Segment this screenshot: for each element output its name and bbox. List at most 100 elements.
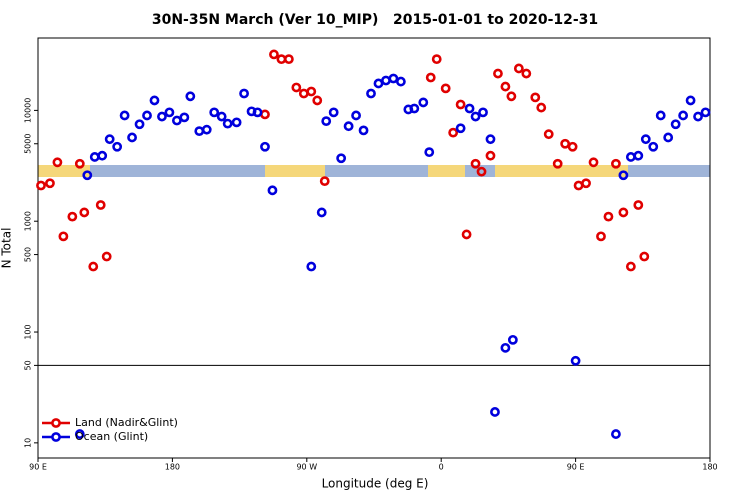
point [260, 141, 270, 152]
point [588, 157, 599, 168]
point [640, 134, 651, 145]
y-tick-label: 10 [24, 438, 33, 448]
y-tick-label: 100 [24, 324, 33, 339]
point [381, 75, 391, 86]
y-tick-label: 500 [24, 247, 33, 262]
point [506, 91, 517, 102]
point [306, 86, 317, 97]
point [306, 261, 317, 272]
point [101, 251, 112, 262]
point [127, 132, 137, 143]
x-axis-label: Longitude (deg E) [322, 477, 429, 491]
point [97, 150, 108, 161]
point [485, 134, 496, 145]
point [603, 211, 614, 222]
point [312, 95, 323, 106]
point [693, 111, 703, 122]
point [321, 116, 332, 127]
point [291, 82, 302, 93]
point [530, 92, 541, 103]
point [425, 72, 436, 83]
point [231, 117, 242, 128]
point [567, 141, 578, 152]
point [570, 355, 581, 366]
point [260, 109, 270, 120]
point [336, 153, 347, 164]
point [611, 429, 621, 439]
legend-marker [51, 432, 61, 442]
point [448, 127, 459, 138]
x-tick-label: 180 [165, 463, 180, 472]
point [267, 185, 278, 196]
point [633, 200, 644, 210]
point [171, 115, 182, 126]
point [500, 81, 511, 92]
y-tick-label: 1000 [24, 211, 33, 231]
point [95, 200, 106, 210]
point [633, 150, 644, 161]
point [493, 68, 503, 79]
point [82, 170, 93, 181]
point [194, 126, 205, 137]
point [179, 112, 190, 123]
point [74, 158, 85, 169]
point [455, 99, 466, 110]
point [157, 111, 167, 122]
point [521, 68, 532, 79]
x-tick-label: 0 [439, 463, 444, 472]
plot-frame [37, 37, 711, 459]
point [201, 124, 212, 135]
point [552, 158, 563, 169]
point [142, 110, 152, 121]
point [164, 107, 175, 118]
point [119, 110, 130, 121]
point [490, 407, 500, 417]
point [316, 207, 327, 218]
point [88, 261, 99, 272]
y-tick-label: 50 [24, 360, 33, 370]
point [663, 132, 674, 143]
point [513, 63, 524, 74]
legend-label: Land (Nadir&Glint) [75, 416, 178, 429]
point [543, 129, 554, 140]
point [476, 166, 487, 177]
point [185, 91, 196, 102]
point [409, 103, 420, 114]
point [67, 211, 78, 222]
point [319, 176, 330, 187]
chart-title: 30N-35N March (Ver 10_MIP) 2015-01-01 to… [152, 12, 598, 28]
point [500, 342, 511, 353]
point [461, 229, 472, 240]
point [655, 110, 666, 121]
point [104, 134, 115, 145]
point [276, 54, 287, 65]
point [573, 180, 584, 191]
legend-label: Ocean (Glint) [75, 430, 148, 443]
point [418, 97, 429, 108]
point [596, 231, 606, 242]
y-tick-label: 10000 [24, 98, 33, 123]
point [618, 170, 629, 181]
land-ocean-band [38, 165, 710, 177]
point [455, 123, 466, 134]
point [328, 107, 339, 118]
y-tick-label: 5000 [24, 134, 33, 154]
point [36, 180, 46, 191]
point [470, 158, 481, 169]
point [464, 103, 475, 114]
point [269, 49, 279, 60]
point [373, 78, 384, 89]
point [440, 83, 451, 94]
point [388, 73, 399, 84]
point [52, 157, 63, 168]
point [618, 207, 629, 218]
point [625, 152, 636, 162]
point [252, 107, 263, 118]
point [470, 111, 481, 122]
point [581, 178, 591, 189]
point [431, 54, 442, 65]
x-tick-label: 90 W [296, 463, 317, 472]
point [351, 110, 361, 121]
point [89, 152, 100, 162]
